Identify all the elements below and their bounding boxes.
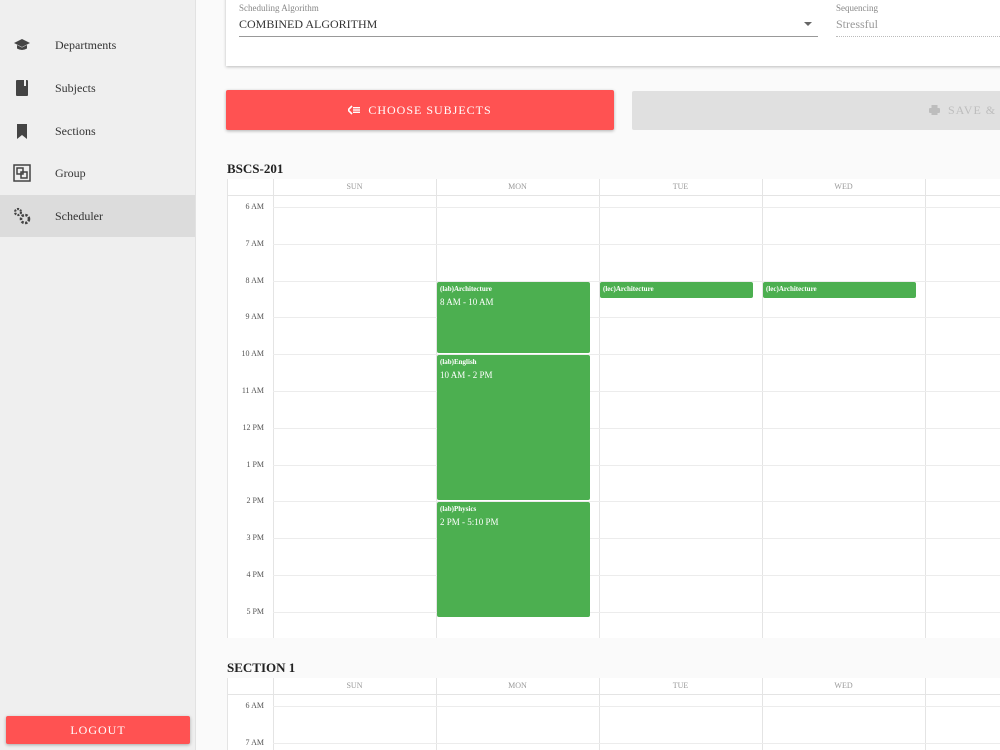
day-header: MON [508, 681, 527, 690]
time-label: 3 PM [246, 533, 264, 543]
sidebar-item-label: Sections [55, 123, 96, 138]
hour-gridline [273, 501, 1000, 503]
sidebar-item-label: Departments [55, 37, 117, 52]
event-time: 8 AM - 10 AM [440, 296, 494, 307]
algorithm-select[interactable]: COMBINED ALGORITHM [239, 17, 378, 31]
time-label: 12 PM [242, 422, 264, 432]
event-title: (lab)English [440, 358, 477, 367]
sidebar-item-label: Subjects [55, 80, 96, 95]
day-column-divider [599, 678, 600, 750]
time-label: 5 PM [246, 606, 264, 616]
hour-gridline [273, 706, 1000, 707]
time-label: 7 AM [245, 737, 264, 747]
time-label: 6 AM [245, 202, 264, 211]
time-label: 8 AM [245, 275, 264, 285]
time-label: 7 AM [245, 238, 264, 248]
calendar-header-divider [228, 195, 1000, 196]
day-column-divider [925, 678, 926, 750]
choose-subjects-button[interactable]: CHOOSE SUBJECTS [226, 90, 614, 130]
day-header: WED [834, 681, 853, 690]
hour-gridline [273, 207, 1000, 208]
time-label: 10 AM [241, 349, 264, 359]
day-header: WED [834, 182, 853, 191]
day-column-divider [273, 179, 274, 638]
bookmark-icon [13, 122, 31, 140]
time-label: 4 PM [246, 570, 264, 579]
day-column-divider [599, 179, 600, 638]
day-column-divider [762, 678, 763, 750]
schedule-event[interactable]: (lab)English 10 AM - 2 PM [437, 355, 590, 501]
sidebar-item-label: Scheduler [55, 208, 103, 223]
hour-gridline [273, 317, 1000, 319]
hour-gridline [273, 427, 1000, 429]
gears-icon [13, 207, 31, 225]
sidebar-item-sections[interactable]: Sections [0, 110, 195, 152]
chevron-down-icon[interactable] [804, 22, 812, 26]
algorithm-underline [239, 36, 818, 37]
event-title: (lab)Architecture [440, 284, 492, 293]
main-content: Scheduling Algorithm COMBINED ALGORITHM … [196, 0, 1000, 750]
day-header: SUN [346, 681, 363, 690]
sidebar: Departments Subjects Sections Group Sche… [0, 0, 196, 750]
day-header: TUE [672, 681, 689, 690]
time-label: 2 PM [246, 496, 264, 506]
day-header: T [925, 678, 1000, 694]
day-header: MON [508, 182, 527, 191]
graduation-cap-icon [13, 36, 31, 54]
group-icon [13, 164, 31, 182]
time-label: 9 AM [245, 312, 264, 322]
sidebar-item-group[interactable]: Group [0, 152, 195, 194]
list-back-icon [348, 105, 361, 115]
save-button[interactable]: SAVE & [632, 91, 1000, 130]
event-title: (lec)Architecture [603, 284, 654, 293]
day-column-divider [762, 179, 763, 638]
hour-gridline [273, 742, 1000, 744]
day-header: T [925, 179, 1000, 195]
day-header: TUE [672, 182, 689, 191]
time-label: 1 PM [246, 459, 264, 469]
choose-subjects-label: CHOOSE SUBJECTS [368, 102, 492, 117]
sequencing-field[interactable]: Stressful [836, 17, 878, 31]
hour-gridline [273, 243, 1000, 245]
day-column-divider [436, 678, 437, 750]
scheduler-settings-card: Scheduling Algorithm COMBINED ALGORITHM … [226, 0, 1000, 66]
event-time: 2 PM - 5:10 PM [440, 517, 499, 528]
event-title: (lec)Architecture [766, 284, 817, 293]
hour-gridline [273, 464, 1000, 466]
schedule-calendar: SUN MON TUE WED T 6 AM 7 AM 8 AM 9 AM 10 AM 11 AM 1… [227, 179, 1000, 638]
hour-gridline [273, 538, 1000, 540]
schedule-event[interactable]: (lec)Architecture [763, 281, 916, 298]
sequencing-underline [836, 36, 1000, 37]
sidebar-item-scheduler[interactable]: Scheduler [0, 195, 195, 237]
sidebar-item-departments[interactable]: Departments [0, 24, 195, 66]
section-title: BSCS-201 [227, 161, 284, 176]
event-time: 10 AM - 2 PM [440, 370, 493, 381]
section-title: SECTION 1 [227, 660, 296, 675]
calendar-header-divider [228, 694, 1000, 695]
day-column-divider [436, 179, 437, 638]
hour-gridline [273, 575, 1000, 576]
hour-gridline [273, 280, 1000, 282]
save-label: SAVE & [948, 103, 997, 117]
hour-gridline [273, 391, 1000, 392]
schedule-event[interactable]: (lab)Physics 2 PM - 5:10 PM [437, 502, 590, 617]
event-title: (lab)Physics [440, 505, 477, 514]
sidebar-item-label: Group [55, 165, 86, 180]
schedule-event[interactable]: (lec)Architecture [600, 281, 753, 298]
schedule-event[interactable]: (lab)Architecture 8 AM - 10 AM [437, 281, 590, 354]
day-column-divider [925, 179, 926, 638]
time-label: 6 AM [245, 701, 264, 710]
sequencing-label: Sequencing [836, 3, 878, 13]
schedule-calendar: SUN MON TUE WED T 6 AM 7 AM [227, 678, 1000, 750]
sidebar-item-subjects[interactable]: Subjects [0, 67, 195, 109]
day-header: SUN [346, 182, 363, 191]
print-icon [929, 105, 940, 115]
day-column-divider [273, 678, 274, 750]
book-icon [13, 79, 31, 97]
algorithm-label: Scheduling Algorithm [239, 3, 319, 13]
time-label: 11 AM [241, 386, 264, 395]
logout-button[interactable]: LOGOUT [6, 716, 190, 744]
hour-gridline [273, 354, 1000, 356]
hour-gridline [273, 611, 1000, 613]
